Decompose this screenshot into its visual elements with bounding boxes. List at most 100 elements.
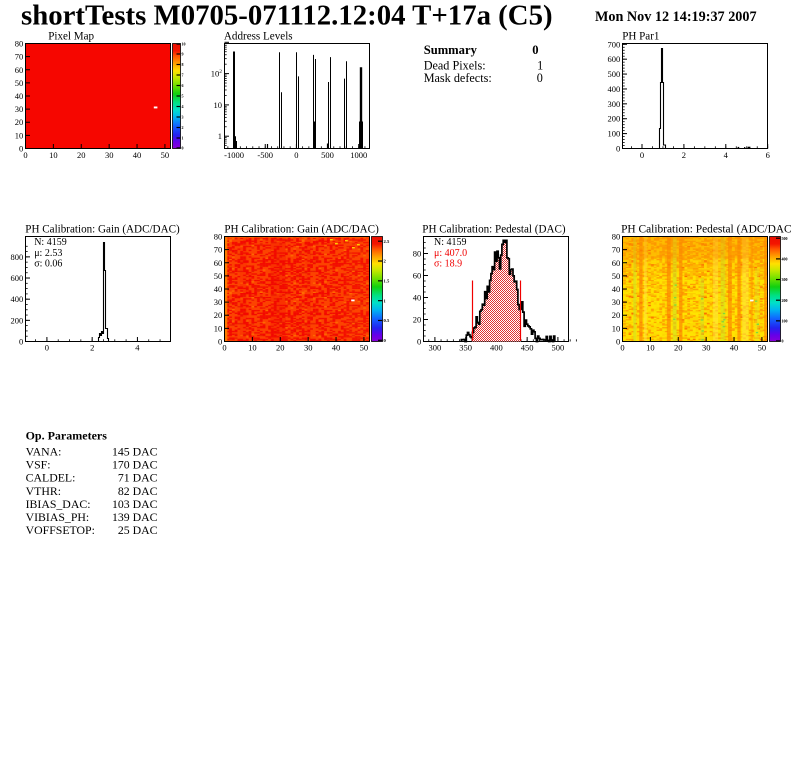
svg-text:VTHR:: VTHR: (26, 484, 61, 498)
svg-text:30: 30 (702, 343, 711, 353)
svg-text:μ: 2.53: μ: 2.53 (34, 248, 62, 259)
svg-text:N: 4159: N: 4159 (434, 237, 467, 248)
svg-text:500: 500 (782, 236, 788, 241)
svg-text:50: 50 (612, 271, 621, 281)
svg-text:5: 5 (182, 94, 184, 99)
svg-text:N: 4159: N: 4159 (34, 237, 66, 248)
svg-text:10: 10 (214, 323, 223, 333)
svg-text:PH Calibration: Gain (ADC/DAC): PH Calibration: Gain (ADC/DAC) (224, 224, 379, 236)
svg-text:40: 40 (15, 91, 24, 101)
svg-text:500: 500 (608, 69, 621, 79)
svg-text:300: 300 (782, 277, 788, 282)
svg-text:0.5: 0.5 (384, 318, 390, 323)
svg-text:0: 0 (45, 343, 49, 353)
svg-text:-1000: -1000 (224, 150, 244, 160)
svg-text:50: 50 (15, 78, 24, 88)
svg-text:PH Calibration: Pedestal (ADC/: PH Calibration: Pedestal (ADC/DAC (621, 224, 792, 236)
svg-text:30: 30 (612, 297, 621, 307)
svg-text:450: 450 (521, 343, 534, 353)
svg-text:80: 80 (413, 249, 422, 259)
svg-text:10: 10 (646, 343, 655, 353)
svg-text:25 DAC: 25 DAC (118, 523, 158, 537)
svg-text:103 DAC: 103 DAC (112, 497, 158, 511)
svg-text:VIBIAS_PH:: VIBIAS_PH: (26, 510, 90, 524)
svg-text:20: 20 (674, 343, 683, 353)
svg-text:0: 0 (218, 337, 222, 347)
svg-text:100: 100 (608, 129, 621, 139)
svg-text:IBIAS_DAC:: IBIAS_DAC: (26, 497, 91, 511)
svg-text:70: 70 (612, 245, 621, 255)
svg-text:71 DAC: 71 DAC (118, 471, 158, 485)
svg-text:10: 10 (15, 130, 24, 140)
svg-text:VOFFSETOP:: VOFFSETOP: (26, 523, 95, 537)
svg-text:40: 40 (612, 284, 621, 294)
svg-text:0: 0 (384, 338, 387, 343)
svg-text:Pixel Map: Pixel Map (48, 31, 94, 43)
svg-text:1: 1 (218, 131, 222, 141)
svg-text:0: 0 (182, 145, 184, 150)
svg-text:50: 50 (214, 271, 223, 281)
svg-text:0: 0 (417, 337, 421, 347)
svg-text:100: 100 (782, 319, 788, 324)
svg-text:10: 10 (612, 323, 621, 333)
svg-text:400: 400 (490, 343, 503, 353)
svg-text:9: 9 (182, 52, 184, 57)
svg-text:σ: 18.9: σ: 18.9 (434, 258, 462, 269)
svg-text:30: 30 (304, 343, 313, 353)
svg-text:600: 600 (11, 273, 24, 283)
svg-text:30: 30 (214, 297, 223, 307)
svg-text:20: 20 (214, 310, 223, 320)
svg-text:Summary: Summary (424, 43, 478, 57)
svg-text:40: 40 (214, 284, 223, 294)
svg-text:0: 0 (620, 343, 624, 353)
svg-text:50: 50 (360, 343, 369, 353)
svg-text:400: 400 (11, 294, 24, 304)
svg-text:139 DAC: 139 DAC (112, 510, 158, 524)
svg-text:60: 60 (413, 271, 422, 281)
svg-text:80: 80 (15, 39, 24, 49)
svg-text:200: 200 (782, 298, 788, 303)
svg-text:4: 4 (724, 150, 729, 160)
svg-text:VANA:: VANA: (26, 445, 62, 459)
svg-text:60: 60 (15, 65, 24, 75)
svg-text:CALDEL:: CALDEL: (26, 471, 76, 485)
svg-text:Mon Nov 12 14:19:37 2007: Mon Nov 12 14:19:37 2007 (595, 9, 757, 25)
svg-text:7: 7 (182, 73, 184, 78)
svg-text:PH Par1: PH Par1 (622, 31, 659, 43)
svg-text:300: 300 (429, 343, 442, 353)
svg-text:-500: -500 (257, 150, 273, 160)
svg-text:10: 10 (182, 42, 186, 47)
svg-text:40: 40 (413, 293, 422, 303)
svg-text:0: 0 (640, 150, 644, 160)
svg-text:70: 70 (15, 52, 24, 62)
svg-text:10: 10 (214, 100, 223, 110)
svg-text:2: 2 (182, 125, 184, 130)
svg-text:300: 300 (608, 99, 621, 109)
svg-text:2: 2 (682, 150, 686, 160)
svg-text:2: 2 (384, 259, 387, 264)
svg-text:60: 60 (214, 258, 223, 268)
svg-text:50: 50 (758, 343, 767, 353)
svg-text:6: 6 (766, 150, 770, 160)
svg-text:800: 800 (11, 252, 24, 262)
svg-text:0: 0 (294, 150, 298, 160)
svg-text:0: 0 (532, 43, 538, 57)
svg-text:1: 1 (182, 136, 184, 141)
svg-text:6: 6 (182, 83, 184, 88)
svg-text:0: 0 (782, 339, 784, 344)
svg-text:400: 400 (782, 257, 788, 262)
svg-text:350: 350 (459, 343, 472, 353)
svg-text:0: 0 (616, 144, 620, 154)
svg-text:σ: 0.06: σ: 0.06 (34, 258, 62, 269)
svg-text:2.5: 2.5 (384, 239, 390, 244)
svg-text:1: 1 (537, 59, 543, 73)
svg-text:10: 10 (248, 343, 257, 353)
svg-text:60: 60 (612, 258, 621, 268)
svg-text:20: 20 (15, 117, 24, 127)
svg-text:0: 0 (23, 150, 27, 160)
svg-text:20: 20 (413, 315, 422, 325)
svg-text:40: 40 (133, 150, 142, 160)
svg-text:1.5: 1.5 (384, 279, 390, 284)
svg-text:0: 0 (537, 71, 543, 85)
svg-text:40: 40 (332, 343, 341, 353)
